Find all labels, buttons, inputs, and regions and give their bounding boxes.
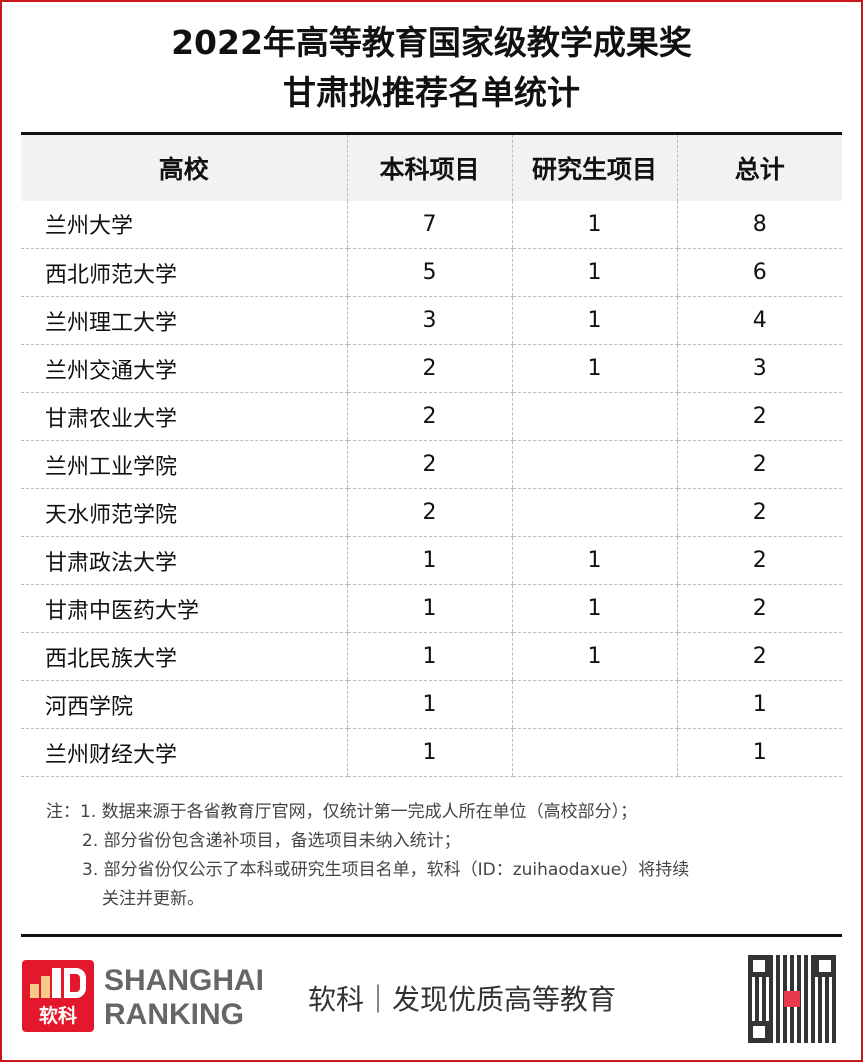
graduate-cell <box>511 440 677 489</box>
graduate-cell: 1 <box>511 296 677 345</box>
graduate-cell <box>511 392 677 441</box>
school-cell: 西北民族大学 <box>21 632 347 681</box>
graduate-cell: 1 <box>511 536 677 585</box>
notes-prefix: 注： <box>46 802 80 822</box>
notes: 注：1. 数据来源于各省教育厅官网，仅统计第一完成人所在单位（高校部分）； 2.… <box>46 798 689 914</box>
note-3-cont: 关注并更新。 <box>102 889 204 909</box>
note-1: 1. 数据来源于各省教育厅官网，仅统计第一完成人所在单位（高校部分）； <box>80 802 638 822</box>
total-cell: 2 <box>676 536 842 585</box>
graduate-cell: 1 <box>511 584 677 633</box>
title-line-2: 甘肃拟推荐名单统计 <box>283 73 580 112</box>
table-row: 兰州交通大学 2 1 3 <box>21 344 842 393</box>
school-cell: 兰州理工大学 <box>21 296 347 345</box>
undergrad-cell: 5 <box>346 248 512 297</box>
undergrad-cell: 7 <box>346 200 512 249</box>
undergrad-cell: 1 <box>346 536 512 585</box>
school-cell: 天水师范学院 <box>21 488 347 537</box>
total-cell: 1 <box>676 728 842 777</box>
school-cell: 甘肃中医药大学 <box>21 584 347 633</box>
qr-code <box>748 955 836 1043</box>
school-cell: 兰州大学 <box>21 200 347 249</box>
undergrad-cell: 2 <box>346 488 512 537</box>
total-cell: 2 <box>676 440 842 489</box>
table-row: 兰州大学 7 1 8 <box>21 200 842 249</box>
school-cell: 兰州交通大学 <box>21 344 347 393</box>
graduate-cell: 1 <box>511 200 677 249</box>
total-cell: 2 <box>676 488 842 537</box>
undergrad-cell: 2 <box>346 344 512 393</box>
shanghai-ranking-logo: 软科 <box>22 960 94 1032</box>
table-row: 西北师范大学 5 1 6 <box>21 248 842 297</box>
table-header-row: 高校 本科项目 研究生项目 总计 <box>21 133 842 201</box>
undergrad-cell: 1 <box>346 632 512 681</box>
graduate-cell <box>511 728 677 777</box>
table-row: 天水师范学院 2 2 <box>21 488 842 537</box>
stats-table: 高校 本科项目 研究生项目 总计 兰州大学 7 1 8 西北师范大学 5 1 6 兰州理工大学 3 1 4 兰… <box>21 132 842 777</box>
undergrad-cell: 2 <box>346 440 512 489</box>
total-cell: 6 <box>676 248 842 297</box>
table-row: 甘肃政法大学 1 1 2 <box>21 536 842 585</box>
column-header: 研究生项目 <box>511 133 677 201</box>
graduate-cell: 1 <box>511 632 677 681</box>
total-cell: 2 <box>676 632 842 681</box>
table-row: 西北民族大学 1 1 2 <box>21 632 842 681</box>
graduate-cell <box>511 680 677 729</box>
table-row: 河西学院 1 1 <box>21 680 842 729</box>
school-cell: 兰州财经大学 <box>21 728 347 777</box>
title-line-1: 2022年高等教育国家级教学成果奖 <box>171 23 692 62</box>
school-cell: 河西学院 <box>21 680 347 729</box>
undergrad-cell: 2 <box>346 392 512 441</box>
undergrad-cell: 1 <box>346 680 512 729</box>
footer-divider <box>21 934 842 937</box>
total-cell: 1 <box>676 680 842 729</box>
graduate-cell <box>511 488 677 537</box>
total-cell: 8 <box>676 200 842 249</box>
column-header: 总计 <box>676 133 842 201</box>
graduate-cell: 1 <box>511 344 677 393</box>
undergrad-cell: 1 <box>346 584 512 633</box>
graduate-cell: 1 <box>511 248 677 297</box>
total-cell: 2 <box>676 584 842 633</box>
school-cell: 西北师范大学 <box>21 248 347 297</box>
total-cell: 4 <box>676 296 842 345</box>
table-row: 兰州财经大学 1 1 <box>21 728 842 777</box>
school-cell: 甘肃政法大学 <box>21 536 347 585</box>
school-cell: 兰州工业学院 <box>21 440 347 489</box>
table-row: 甘肃农业大学 2 2 <box>21 392 842 441</box>
table-row: 甘肃中医药大学 1 1 2 <box>21 584 842 633</box>
school-cell: 甘肃农业大学 <box>21 392 347 441</box>
undergrad-cell: 3 <box>346 296 512 345</box>
undergrad-cell: 1 <box>346 728 512 777</box>
total-cell: 3 <box>676 344 842 393</box>
brand-name: SHANGHAI RANKING <box>104 964 265 1031</box>
column-header: 高校 <box>21 133 347 201</box>
page-title: 2022年高等教育国家级教学成果奖 甘肃拟推荐名单统计 <box>0 18 863 118</box>
table-row: 兰州理工大学 3 1 4 <box>21 296 842 345</box>
column-header: 本科项目 <box>346 133 512 201</box>
note-3: 3. 部分省份仅公示了本科或研究生项目名单，软科（ID：zuihaodaxue）… <box>82 860 690 880</box>
slogan: 软科｜发现优质高等教育 <box>308 983 617 1016</box>
table-row: 兰州工业学院 2 2 <box>21 440 842 489</box>
total-cell: 2 <box>676 392 842 441</box>
note-2: 2. 部分省份包含递补项目，备选项目未纳入统计； <box>82 831 461 851</box>
